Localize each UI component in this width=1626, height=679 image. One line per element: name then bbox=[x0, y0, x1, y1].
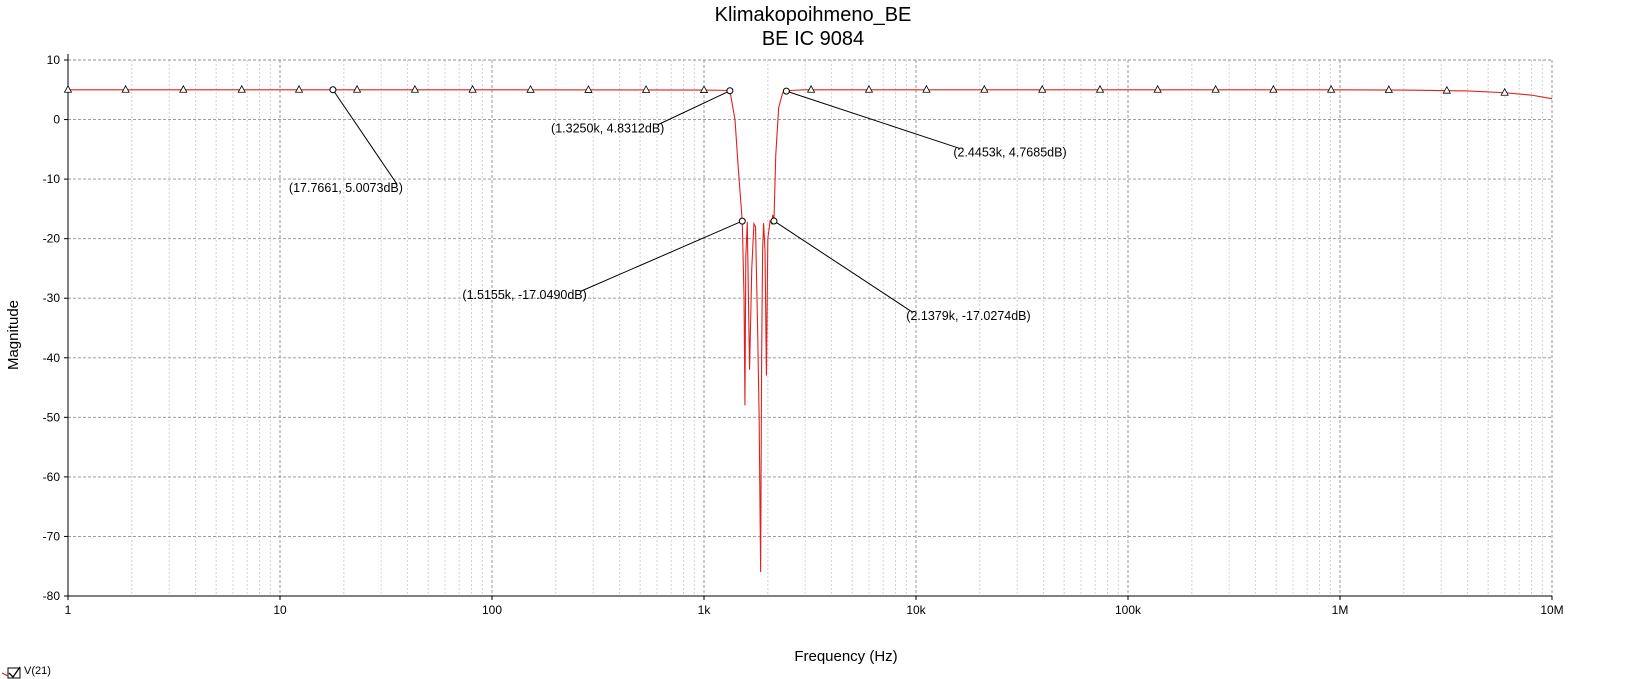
chart-title: Klimakopoihmeno_BE bbox=[715, 4, 912, 26]
y-tick-label: -50 bbox=[43, 410, 61, 424]
triangle-marker bbox=[1269, 84, 1278, 93]
x-tick-label: 10 bbox=[273, 603, 287, 617]
triangle-marker bbox=[1153, 84, 1162, 93]
annotation-label: (2.1379k, -17.0274dB) bbox=[906, 309, 1030, 323]
y-tick-label: -30 bbox=[43, 291, 61, 305]
annotation-leader bbox=[580, 220, 743, 292]
x-tick-labels: 1 10 100 1k 10k 100k 1M 10M bbox=[65, 596, 1564, 617]
triangle-marker bbox=[980, 84, 989, 93]
annotation-point bbox=[726, 87, 734, 95]
y-tick-label: -10 bbox=[43, 172, 61, 186]
triangle-marker bbox=[1038, 84, 1047, 93]
triangle-marker bbox=[864, 84, 874, 93]
x-tick-label: 1 bbox=[65, 603, 72, 617]
x-tick-label: 1M bbox=[1332, 603, 1349, 617]
annotation-point bbox=[738, 217, 746, 225]
triangle-marker bbox=[1442, 85, 1451, 94]
y-tick-label: 10 bbox=[47, 53, 61, 67]
triangle-marker bbox=[468, 84, 477, 93]
x-tick-label: 100k bbox=[1115, 603, 1142, 617]
triangle-marker bbox=[922, 84, 931, 93]
triangle-marker bbox=[237, 84, 246, 93]
triangle-marker bbox=[121, 84, 130, 93]
annotation-label: (2.4453k, 4.7685dB) bbox=[953, 145, 1066, 159]
y-tick-label: -20 bbox=[43, 232, 61, 246]
triangle-marker bbox=[641, 85, 651, 93]
triangle-marker bbox=[584, 85, 593, 93]
annotation-leader bbox=[773, 220, 913, 313]
marker-layer bbox=[63, 84, 1509, 96]
triangle-marker bbox=[410, 84, 420, 93]
y-tick-label: -70 bbox=[43, 529, 61, 543]
x-axis-label: Frequency (Hz) bbox=[794, 648, 897, 665]
annotation-layer: (17.7661, 5.0073dB) (1.3250k, 4.8312dB) (2… bbox=[289, 86, 1067, 323]
triangle-marker bbox=[1384, 85, 1394, 93]
triangle-marker bbox=[526, 84, 535, 93]
triangle-marker bbox=[1095, 84, 1105, 93]
triangle-marker bbox=[1326, 84, 1336, 93]
y-tick-label: -40 bbox=[43, 351, 61, 365]
triangle-marker bbox=[352, 84, 362, 93]
legend-entry: V(21) bbox=[24, 665, 51, 677]
annotation-point bbox=[782, 87, 790, 95]
y-tick-label: -80 bbox=[43, 589, 61, 603]
annotation-leader bbox=[658, 90, 731, 125]
x-tick-label: 10k bbox=[906, 603, 926, 617]
y-tick-label: -60 bbox=[43, 470, 61, 484]
x-tick-label: 10M bbox=[1540, 603, 1563, 617]
x-tick-label: 100 bbox=[482, 603, 502, 617]
triangle-marker bbox=[179, 84, 188, 93]
x-tick-label: 1k bbox=[698, 603, 712, 617]
triangle-marker bbox=[1211, 84, 1220, 93]
series-line bbox=[68, 89, 1553, 573]
triangle-marker bbox=[63, 84, 73, 93]
triangle-marker bbox=[699, 85, 709, 93]
triangle-marker bbox=[294, 84, 304, 93]
legend-checkbox[interactable] bbox=[7, 667, 21, 679]
annotation-leader bbox=[332, 89, 398, 185]
legend-swatch bbox=[1, 672, 9, 677]
axes bbox=[67, 54, 1552, 597]
series-layer bbox=[68, 89, 1553, 573]
annotation-point bbox=[770, 217, 778, 225]
legend: V(21) bbox=[1, 665, 51, 679]
annotation-label: (17.7661, 5.0073dB) bbox=[289, 181, 403, 195]
triangle-marker bbox=[1500, 87, 1509, 96]
y-tick-labels: 10 0 -10 -20 -30 -40 -50 -60 -70 -80 bbox=[43, 53, 68, 603]
triangle-marker bbox=[806, 84, 816, 93]
grid bbox=[67, 59, 1553, 597]
annotation-label: (1.3250k, 4.8312dB) bbox=[551, 121, 664, 135]
annotation-label: (1.5155k, -17.0490dB) bbox=[462, 288, 586, 302]
chart-subtitle: BE IC 9084 bbox=[762, 28, 864, 50]
check-icon bbox=[8, 666, 21, 679]
annotation-point bbox=[329, 86, 337, 94]
y-axis-label: Magnitude bbox=[5, 300, 22, 370]
annotation-leader bbox=[786, 90, 960, 149]
y-tick-label: 0 bbox=[53, 113, 60, 127]
